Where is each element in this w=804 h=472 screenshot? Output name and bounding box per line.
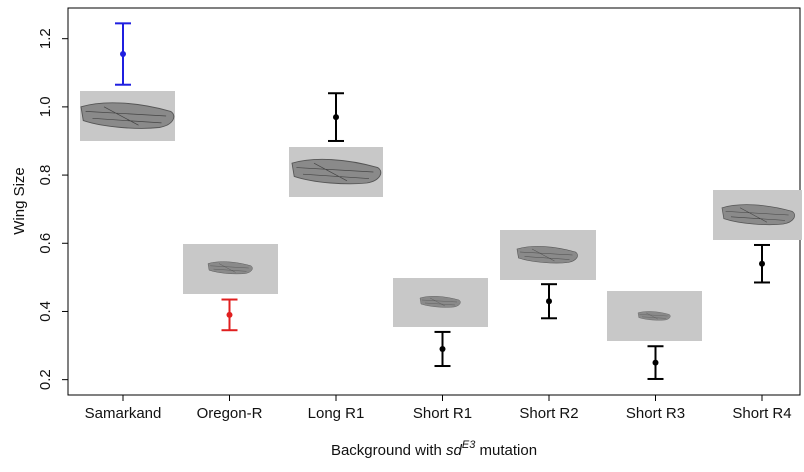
mean-point [120, 51, 126, 58]
x-tick-label: Oregon-R [197, 405, 263, 422]
x-tick-label: Short R4 [732, 405, 791, 422]
x-tick-label: Short R2 [519, 405, 578, 422]
mean-point [439, 345, 446, 352]
y-tick-label: 0.8 [37, 165, 54, 186]
x-label-part: E3 [462, 439, 476, 451]
mean-point [652, 359, 659, 366]
mean-point [546, 298, 552, 305]
x-tick-label: Short R1 [413, 405, 472, 422]
x-label-part: mutation [475, 442, 537, 459]
y-axis-label: Wing Size [11, 167, 28, 235]
mean-point [333, 114, 339, 121]
y-tick-label: 0.4 [37, 301, 54, 322]
mean-point [226, 311, 233, 318]
mean-point [759, 260, 765, 267]
y-tick-label: 1.2 [37, 28, 54, 49]
x-label-part: Background with [331, 442, 446, 459]
y-tick-label: 1.0 [37, 96, 54, 117]
wing-images [80, 91, 802, 341]
x-label-part: sd [446, 442, 463, 459]
y-tick-label: 0.2 [37, 369, 54, 390]
x-tick-label: Samarkand [85, 405, 162, 422]
y-tick-label: 0.6 [37, 233, 54, 254]
x-tick-label: Short R3 [626, 405, 685, 422]
x-axis-label: Background with sdE3 mutation [331, 439, 537, 459]
x-tick-label: Long R1 [308, 405, 365, 422]
